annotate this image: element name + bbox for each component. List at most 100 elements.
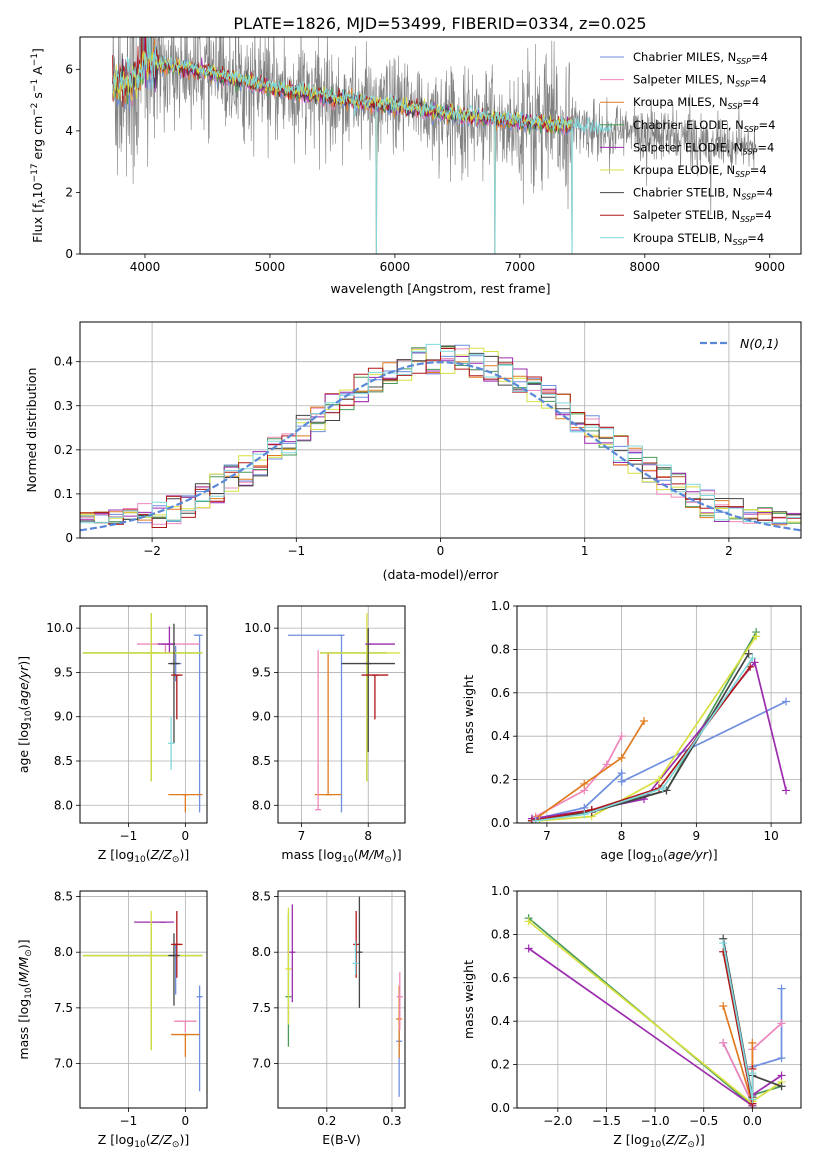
x-axis-label: wavelength [Angstrom, rest frame] <box>330 281 550 296</box>
y-tick-label: 10.0 <box>46 621 73 635</box>
legend-entry-suffix: =4 <box>757 140 774 154</box>
age_vs_mass-plot-area <box>288 613 401 813</box>
plus-marker <box>580 779 589 788</box>
legend-entry-subscript: SSP <box>733 238 748 247</box>
legend-entry: Salpeter STELIB, NSSP=4 <box>633 208 772 224</box>
y-axis-label-part: A <box>30 66 45 79</box>
x-axis-label-part: )] <box>708 847 718 862</box>
x-tick-label: 8 <box>364 829 372 843</box>
plus-marker <box>777 1054 786 1063</box>
y-tick-label: 9.5 <box>54 665 73 679</box>
y-tick-label: 8.5 <box>54 890 73 904</box>
legend-entry-subscript: SSP <box>741 193 756 202</box>
y-tick-label: 8.5 <box>54 754 73 768</box>
y-tick-label: 0.0 <box>491 1101 510 1115</box>
plus-marker <box>748 1095 757 1104</box>
mass_vs_ebv-frame <box>277 890 406 1109</box>
y-tick-label: 0.3 <box>54 399 73 413</box>
x-axis-label: (data-model)/error <box>383 567 500 582</box>
mass_weight_vs_Z-frame <box>516 890 802 1109</box>
gaussian-curve <box>80 360 801 532</box>
y-axis-label: mass weight <box>461 675 476 754</box>
plus-marker <box>746 662 755 671</box>
mass-weight-series-line <box>539 635 757 822</box>
x-axis-label: Z [log10(Z/Z⊙)] <box>613 1132 704 1150</box>
x-axis-label-part: )] <box>179 1132 189 1147</box>
x-axis-label-part: )] <box>392 847 402 862</box>
x-tick-label: 0.2 <box>317 1114 336 1128</box>
plus-marker <box>777 1082 786 1091</box>
x-tick-label: 2 <box>725 544 733 558</box>
x-tick-label: −1 <box>120 1114 138 1128</box>
y-axis-label-part: ] <box>30 48 45 53</box>
y-tick-label: 7.0 <box>252 1056 271 1070</box>
x-axis-label-part: E(B-V) <box>322 1132 361 1147</box>
y-axis-label-part: erg cm <box>30 116 45 164</box>
x-axis-label-part: Z [log <box>613 1132 649 1147</box>
legend-entry-label: Kroupa ELODIE, N <box>633 163 735 177</box>
legend-entry-suffix: =4 <box>750 163 767 177</box>
x-axis-label-part: ( <box>146 1132 151 1147</box>
y-axis-label-part: 10 <box>30 182 45 198</box>
histogram-step <box>80 343 801 524</box>
x-axis-label-part: ⊙ <box>384 855 392 865</box>
y-tick-label: 0.4 <box>491 729 510 743</box>
x-axis-label-part: ⊙ <box>172 855 180 865</box>
x-axis-label-part: ( <box>661 1132 666 1147</box>
age_vs_Z-axes: −1 08.08.59.09.510.0Z [log10(Z/Z⊙)]age [l… <box>16 605 208 865</box>
y-tick-label: 8.0 <box>54 798 73 812</box>
plus-marker <box>531 816 540 823</box>
y-axis-label-part: −1 <box>30 79 40 92</box>
x-axis-label-part: ( <box>146 847 151 862</box>
y-tick-label: 8.0 <box>54 945 73 959</box>
x-tick-label: −0.5 <box>689 1114 718 1128</box>
legend-entry-label: Kroupa MILES, N <box>633 95 728 109</box>
legend-entry-subscript: SSP <box>743 147 758 156</box>
x-tick-label: 9000 <box>754 260 785 274</box>
x-tick-label: 8000 <box>630 260 661 274</box>
y-tick-label: 0.6 <box>491 686 510 700</box>
x-tick-label: 1 <box>581 544 589 558</box>
x-tick-label: 7000 <box>505 260 536 274</box>
age_vs_Z-plot-area <box>82 613 203 813</box>
x-axis-label-part: )] <box>695 1132 705 1147</box>
y-tick-label: 7.0 <box>54 1056 73 1070</box>
legend-entry: Salpeter ELODIE, NSSP=4 <box>633 140 774 156</box>
legend-entry-label: Chabrier ELODIE, N <box>633 118 744 132</box>
mass-weight-series-line <box>535 657 754 822</box>
y-tick-label: 8.0 <box>252 798 271 812</box>
figure-title: PLATE=1826, MJD=53499, FIBERID=0334, z=0… <box>233 14 646 33</box>
mass_weight_vs_Z-plot-area <box>524 914 786 1108</box>
x-axis-label-part: 10 <box>650 1140 662 1150</box>
y-axis-label-part: )] <box>16 939 31 949</box>
age_vs_mass-axes: 7 8 8.0 8.5 9.0 9.5 10.0 mass [log10(M/M⊙)] <box>244 605 406 865</box>
legend-entry-suffix: =4 <box>759 118 776 132</box>
spectrum-axes: 4000 5000 6000 7000 8000 9000 0 2 4 6 Chabrier MIL… <box>30 36 802 296</box>
legend-entry: Kroupa STELIB, NSSP=4 <box>633 231 764 247</box>
x-tick-label: 0 <box>182 829 190 843</box>
y-tick-label: 1.0 <box>491 599 510 613</box>
x-axis-label-part: )] <box>179 847 189 862</box>
legend-entry-label: Kroupa STELIB, N <box>633 231 733 245</box>
age_vs_mass-frame <box>277 605 406 824</box>
legend-entry: Chabrier ELODIE, NSSP=4 <box>633 118 775 134</box>
y-axis-label-part: age [log <box>16 722 31 773</box>
plus-marker <box>655 775 663 784</box>
x-tick-label: 0.3 <box>382 1114 401 1128</box>
plus-marker <box>752 632 761 641</box>
y-tick-label: 7.5 <box>54 1001 73 1015</box>
y-tick-label: 0.2 <box>491 1058 510 1072</box>
age_vs_Z-frame <box>79 605 208 824</box>
plus-marker <box>777 1019 786 1028</box>
legend-entry-subscript: SSP <box>735 170 750 179</box>
legend-entry-label: Chabrier MILES, N <box>633 50 736 64</box>
mass-weight-series-line <box>535 735 623 818</box>
legend-entry-suffix: =4 <box>750 73 767 87</box>
plus-marker <box>580 810 589 819</box>
x-tick-label: 9 <box>693 829 701 843</box>
y-tick-label: 0.6 <box>491 971 510 985</box>
plus-marker <box>719 1002 728 1011</box>
x-axis-label-part: M/M <box>359 847 385 862</box>
model-spectrum-line <box>112 37 613 254</box>
y-axis-label-part: −1 <box>30 53 40 66</box>
